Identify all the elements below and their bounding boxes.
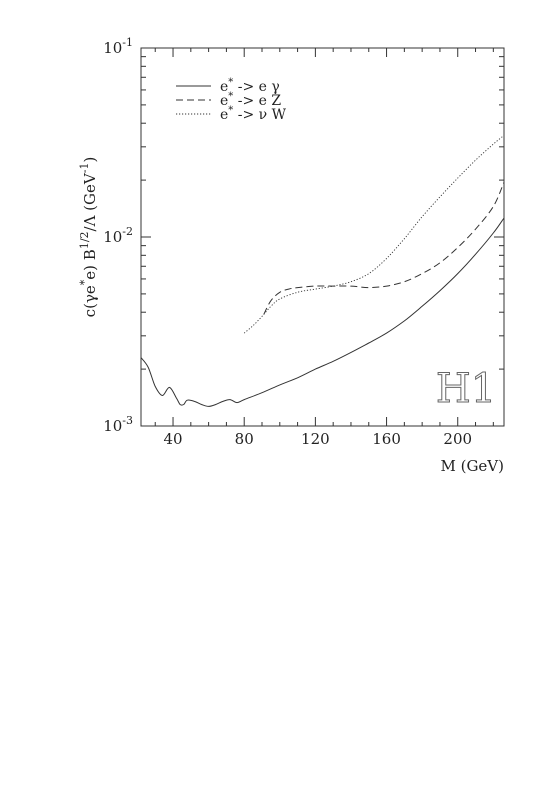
h1-logo: H1: [436, 366, 496, 412]
series-line-dashed: [263, 181, 505, 315]
axis-ticks: 40 80 120 160 200 10-3 10-2 10-1: [103, 36, 504, 448]
x-tick-label: 40: [163, 430, 182, 448]
series-line-solid: [140, 217, 505, 407]
y-axis-title: c(γe*e) B1/2/Λ (GeV-1): [78, 157, 99, 318]
x-tick-label: 160: [372, 430, 401, 448]
legend-label: e* -> e γ: [220, 77, 280, 95]
x-tick-label: 120: [301, 430, 330, 448]
legend-label: e* -> ν W: [220, 105, 287, 123]
legend: e* -> e γe* -> e Ze* -> ν W: [176, 77, 287, 123]
y-axis-title-text: c(γe*e) B1/2/Λ (GeV-1): [78, 157, 99, 318]
series-layer: [140, 135, 505, 407]
x-tick-label: 200: [443, 430, 472, 448]
y-tick-label: 10-2: [103, 225, 133, 246]
x-axis-title: M (GeV): [440, 457, 504, 475]
y-tick-label: 10-1: [103, 36, 133, 57]
y-tick-label: 10-3: [103, 414, 133, 435]
series-line-dotted: [243, 135, 505, 334]
legend-label: e* -> e Z: [220, 91, 281, 109]
x-tick-label: 80: [235, 430, 254, 448]
